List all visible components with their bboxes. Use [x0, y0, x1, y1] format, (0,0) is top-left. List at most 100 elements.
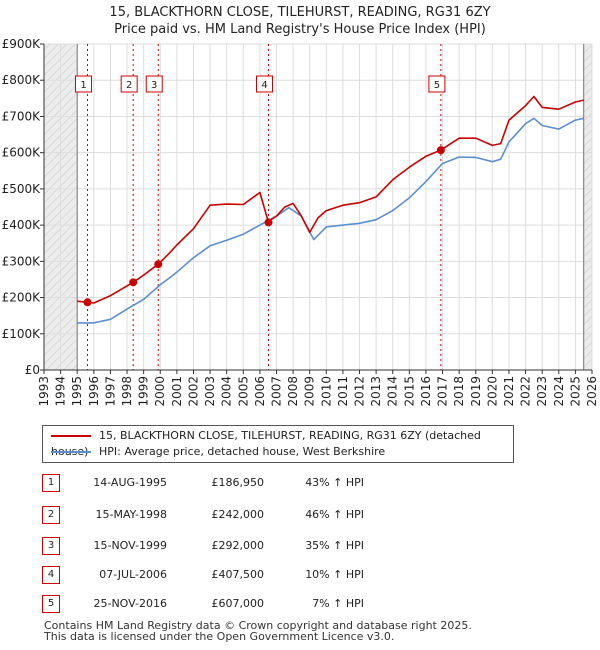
- x-tick-label: 2014: [386, 376, 400, 407]
- series-lines: [77, 95, 584, 324]
- annotation-box-1: [75, 75, 93, 93]
- footer: Contains HM Land Registry data © Crown c…: [44, 620, 472, 642]
- footer-line-2: This data is licensed under the Open Gov…: [44, 630, 395, 643]
- annotation-label-3: 3: [151, 80, 157, 91]
- x-tick-label: 2019: [469, 376, 483, 407]
- annotation-box-4: [256, 75, 274, 93]
- property-price-line: [77, 95, 584, 304]
- x-tick-label: 1993: [37, 376, 51, 407]
- transaction-row: 4 07-JUL-2006 £407,500 10% ↑ HPI: [42, 566, 402, 584]
- transaction-hpi: 35% ↑ HPI: [305, 539, 364, 552]
- x-tick-label: 2009: [303, 376, 317, 407]
- transaction-date: 15-NOV-1999: [93, 539, 167, 552]
- x-tick-labels: 1993 1994 1995 1996 1997 1998 1999 2000 2001 2002…: [37, 370, 599, 407]
- sale-point-2: [129, 278, 138, 287]
- annotation-label-1: 1: [80, 80, 86, 91]
- transaction-price: £407,500: [211, 568, 265, 581]
- x-tick-label: 2023: [535, 376, 549, 407]
- x-tick-label: 2001: [170, 376, 184, 407]
- x-tick-label: 2000: [153, 376, 167, 407]
- transaction-row: 5 25-NOV-2016 £607,000 7% ↑ HPI: [42, 595, 402, 613]
- y-tick-label: £900K: [2, 37, 42, 51]
- transaction-row: 1 14-AUG-1995 £186,950 43% ↑ HPI: [42, 474, 402, 492]
- x-tick-label: 2011: [336, 376, 350, 407]
- transaction-number: 5: [42, 595, 60, 613]
- y-tick-label: £700K: [2, 109, 42, 123]
- legend: 15, BLACKTHORN CLOSE, TILEHURST, READING…: [42, 425, 514, 463]
- y-tick-label: £100K: [2, 327, 42, 341]
- x-tick-label: 2003: [203, 376, 217, 407]
- annotation-box-3: [145, 75, 163, 93]
- y-tick-label: £200K: [2, 291, 42, 305]
- y-tick-label: £500K: [2, 182, 42, 196]
- x-tick-label: 2025: [568, 376, 582, 407]
- transaction-hpi: 10% ↑ HPI: [305, 568, 364, 581]
- x-tick-label: 2010: [319, 376, 333, 407]
- transaction-date: 14-AUG-1995: [93, 476, 167, 489]
- transaction-date: 07-JUL-2006: [99, 568, 167, 581]
- x-tick-label: 1995: [70, 376, 84, 407]
- footer-line-1: Contains HM Land Registry data © Crown c…: [44, 619, 472, 632]
- x-tick-label: 1996: [87, 376, 101, 407]
- transaction-date: 25-NOV-2016: [93, 597, 167, 610]
- x-tick-label: 2008: [286, 376, 300, 407]
- legend-item-hpi: HPI: Average price, detached house, West…: [51, 444, 385, 460]
- y-tick-label: £300K: [2, 254, 42, 268]
- sale-point-5: [436, 146, 445, 155]
- x-tick-label: 2006: [253, 376, 267, 407]
- sale-point-3: [154, 260, 163, 269]
- x-tick-label: 2026: [585, 376, 599, 407]
- transaction-date: 15-MAY-1998: [95, 508, 167, 521]
- axes: [43, 44, 592, 371]
- legend-swatch-hpi: [51, 451, 91, 453]
- title-line-2: Price paid vs. HM Land Registry's House …: [114, 22, 486, 37]
- plot-background: [44, 44, 592, 370]
- title-line-1: 15, BLACKTHORN CLOSE, TILEHURST, READING…: [109, 5, 491, 20]
- y-tick-label: £800K: [2, 73, 42, 87]
- sale-point-4: [264, 218, 273, 227]
- x-tick-label: 1994: [54, 376, 68, 407]
- x-tick-label: 2022: [519, 376, 533, 407]
- x-tick-label: 2016: [419, 376, 433, 407]
- legend-item-property: 15, BLACKTHORN CLOSE, TILEHURST, READING…: [51, 428, 513, 458]
- x-tick-label: 1997: [103, 376, 117, 407]
- sale-annotations: 1 2 3 4 5: [75, 75, 446, 93]
- annotation-box-5: [428, 75, 446, 93]
- sale-point-1: [83, 298, 92, 307]
- sale-points: [83, 146, 445, 307]
- x-tick-label: 2005: [236, 376, 250, 407]
- transaction-number: 1: [42, 474, 60, 492]
- annotation-box-2: [120, 75, 138, 93]
- transaction-price: £186,950: [211, 476, 265, 489]
- x-tick-label: 2017: [436, 376, 450, 407]
- transaction-hpi: 43% ↑ HPI: [305, 476, 364, 489]
- x-tick-label: 2013: [369, 376, 383, 407]
- sale-marker-lines: [87, 44, 442, 370]
- x-tick-label: 2002: [186, 376, 200, 407]
- x-tick-label: 2015: [402, 376, 416, 407]
- transaction-price: £242,000: [211, 508, 265, 521]
- x-tick-label: 2024: [552, 376, 566, 407]
- transaction-hpi: 7% ↑ HPI: [312, 597, 364, 610]
- price-chart: 1 2 3 4 5 £0 £100K £200K £300K £400K £500K £600K £7…: [2, 37, 599, 407]
- transaction-price: £292,000: [211, 539, 265, 552]
- transaction-price: £607,000: [211, 597, 265, 610]
- y-tick-label: £0: [25, 363, 40, 377]
- x-tick-label: 2020: [485, 376, 499, 407]
- x-tick-label: 2021: [502, 376, 516, 407]
- annotation-label-5: 5: [434, 80, 440, 91]
- annotation-label-4: 4: [261, 80, 267, 91]
- x-tick-label: 2012: [353, 376, 367, 407]
- y-tick-label: £400K: [2, 218, 42, 232]
- x-tick-label: 2007: [269, 376, 283, 407]
- annotation-label-2: 2: [126, 80, 132, 91]
- y-tick-label: £600K: [2, 146, 42, 160]
- transaction-number: 3: [42, 537, 60, 555]
- hpi-line: [77, 117, 584, 324]
- transaction-number: 2: [42, 506, 60, 524]
- transaction-row: 3 15-NOV-1999 £292,000 35% ↑ HPI: [42, 537, 402, 555]
- chart-title: 15, BLACKTHORN CLOSE, TILEHURST, READING…: [0, 4, 600, 38]
- transaction-number: 4: [42, 566, 60, 584]
- transaction-row: 2 15-MAY-1998 £242,000 46% ↑ HPI: [42, 506, 402, 524]
- transaction-hpi: 46% ↑ HPI: [305, 508, 364, 521]
